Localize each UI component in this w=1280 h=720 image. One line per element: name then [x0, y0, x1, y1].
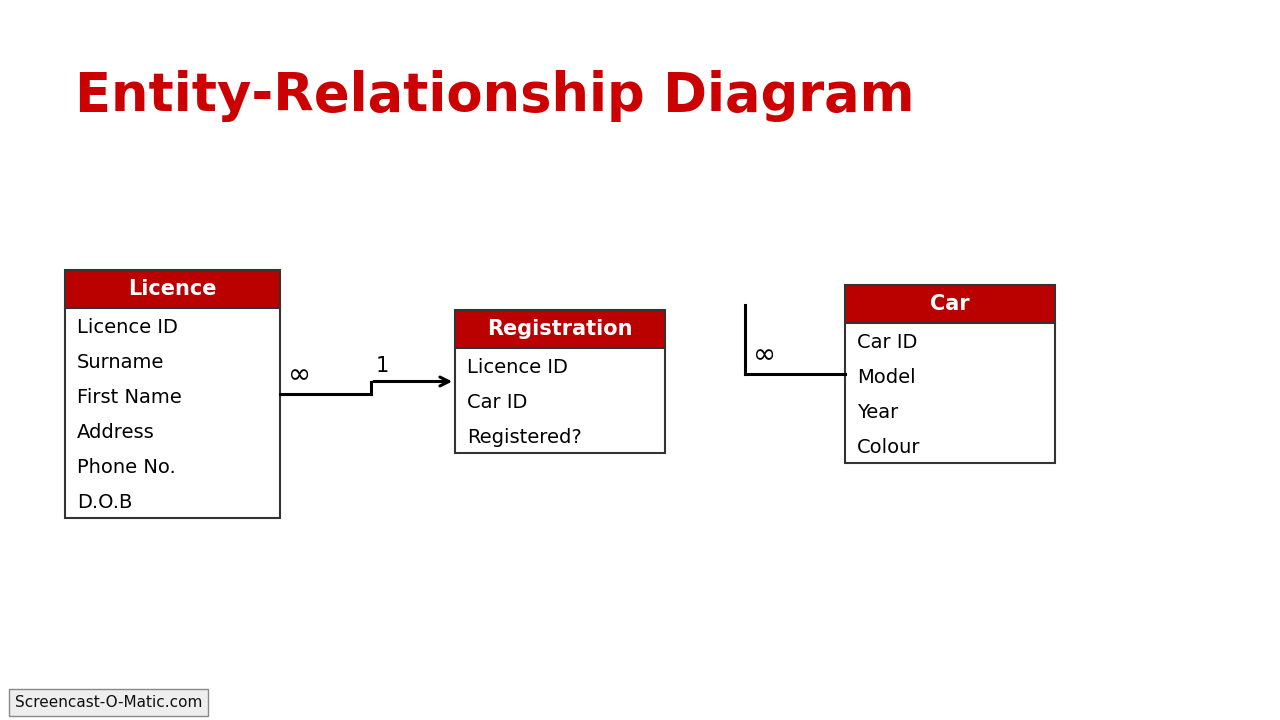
Text: Car ID: Car ID: [467, 392, 527, 412]
Text: Screencast-O-Matic.com: Screencast-O-Matic.com: [15, 695, 202, 710]
Text: First Name: First Name: [77, 388, 182, 407]
Bar: [65, 308, 280, 518]
Text: Licence ID: Licence ID: [77, 318, 178, 337]
Text: Registered?: Registered?: [467, 428, 581, 446]
Text: Registration: Registration: [488, 319, 632, 339]
Text: Licence: Licence: [128, 279, 216, 299]
Text: Car: Car: [931, 294, 970, 314]
Text: Surname: Surname: [77, 353, 164, 372]
Text: Model: Model: [858, 368, 915, 387]
Text: 1: 1: [376, 356, 389, 377]
Bar: [845, 285, 1055, 323]
Text: D.O.B: D.O.B: [77, 492, 132, 512]
Bar: [845, 323, 1055, 463]
Text: Year: Year: [858, 402, 899, 422]
Text: ∞: ∞: [753, 341, 776, 369]
Text: Colour: Colour: [858, 438, 920, 456]
Bar: [454, 310, 666, 348]
Text: Licence ID: Licence ID: [467, 358, 568, 377]
Text: Car ID: Car ID: [858, 333, 918, 352]
Text: Phone No.: Phone No.: [77, 458, 175, 477]
Bar: [454, 348, 666, 453]
Text: Address: Address: [77, 423, 155, 442]
Bar: [65, 270, 280, 308]
Text: Entity-Relationship Diagram: Entity-Relationship Diagram: [76, 70, 914, 122]
Text: ∞: ∞: [288, 361, 311, 389]
